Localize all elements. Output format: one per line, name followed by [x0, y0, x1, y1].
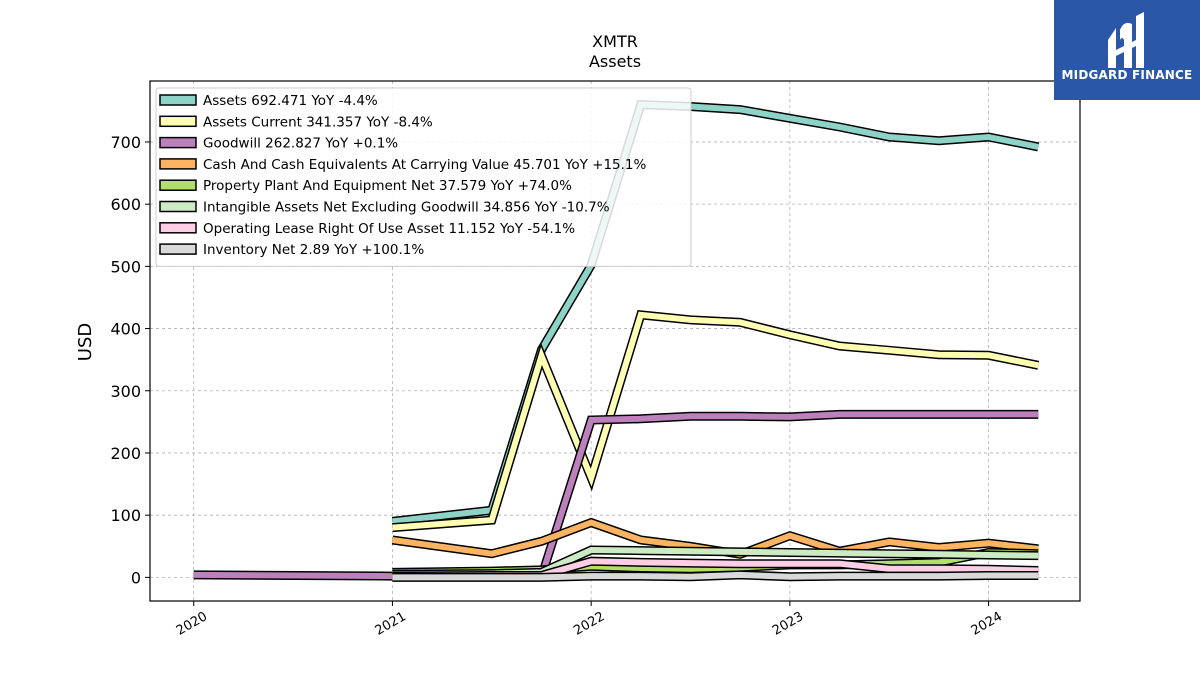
legend-entry: Assets Current 341.357 YoY -8.4% — [203, 114, 433, 130]
x-tick-label: 2023 — [770, 609, 806, 639]
brand-logo: MIDGARD FINANCE — [1054, 0, 1200, 100]
y-tick-label: 100 — [110, 506, 141, 525]
chart-title: XMTR — [592, 32, 638, 51]
legend-swatch — [159, 115, 197, 128]
legend-entry: Cash And Cash Equivalents At Carrying Va… — [203, 157, 647, 173]
series-line-outline — [392, 310, 1040, 533]
plot-frame — [149, 80, 1081, 602]
series-line — [392, 571, 1039, 581]
y-tick-label: 200 — [110, 444, 141, 463]
legend-box — [155, 87, 692, 267]
y-tick-label: 700 — [110, 133, 141, 152]
legend-entry: Intangible Assets Net Excluding Goodwill… — [203, 200, 610, 216]
chart-subtitle: Assets — [589, 52, 641, 71]
legend-entry: Assets 692.471 YoY -4.4% — [203, 93, 378, 109]
series-line — [392, 311, 1039, 531]
legend-swatch — [159, 94, 197, 106]
legend-entry: Goodwill 262.827 YoY +0.1% — [203, 136, 398, 152]
y-tick-label: 400 — [110, 320, 141, 339]
y-tick-label: 500 — [110, 257, 141, 276]
legend-swatch — [159, 136, 197, 149]
y-axis-ticks: 0 100 200 300 400 500 600 700 — [110, 133, 150, 587]
x-tick-label: 2021 — [373, 609, 409, 639]
legend-entry: Operating Lease Right Of Use Asset 11.15… — [203, 221, 575, 237]
x-axis-ticks: 2020 2021 2022 2023 2024 — [174, 601, 1005, 639]
brand-name: MIDGARD FINANCE — [1061, 68, 1193, 82]
y-tick-label: 300 — [110, 382, 141, 401]
series-inventory-net — [392, 570, 1039, 582]
legend-swatch — [159, 179, 197, 191]
legend: Assets 692.471 YoY -4.4% Assets Current 3… — [155, 87, 692, 267]
legend-swatch — [159, 222, 197, 234]
x-tick-label: 2022 — [571, 609, 607, 639]
series-assets-current — [392, 310, 1040, 533]
legend-swatch — [159, 243, 197, 255]
legend-entry: Property Plant And Equipment Net 37.579 … — [203, 178, 572, 194]
midgard-logo-icon — [1108, 12, 1144, 68]
series-layer — [193, 99, 1040, 582]
y-axis-label: USD — [75, 323, 96, 361]
y-tick-label: 0 — [131, 568, 141, 587]
legend-swatch — [159, 200, 197, 213]
x-tick-label: 2020 — [174, 609, 210, 639]
y-tick-label: 600 — [110, 195, 141, 214]
x-tick-label: 2024 — [969, 609, 1005, 639]
legend-entry: Inventory Net 2.89 YoY +100.1% — [203, 242, 424, 258]
legend-swatch — [159, 158, 197, 170]
